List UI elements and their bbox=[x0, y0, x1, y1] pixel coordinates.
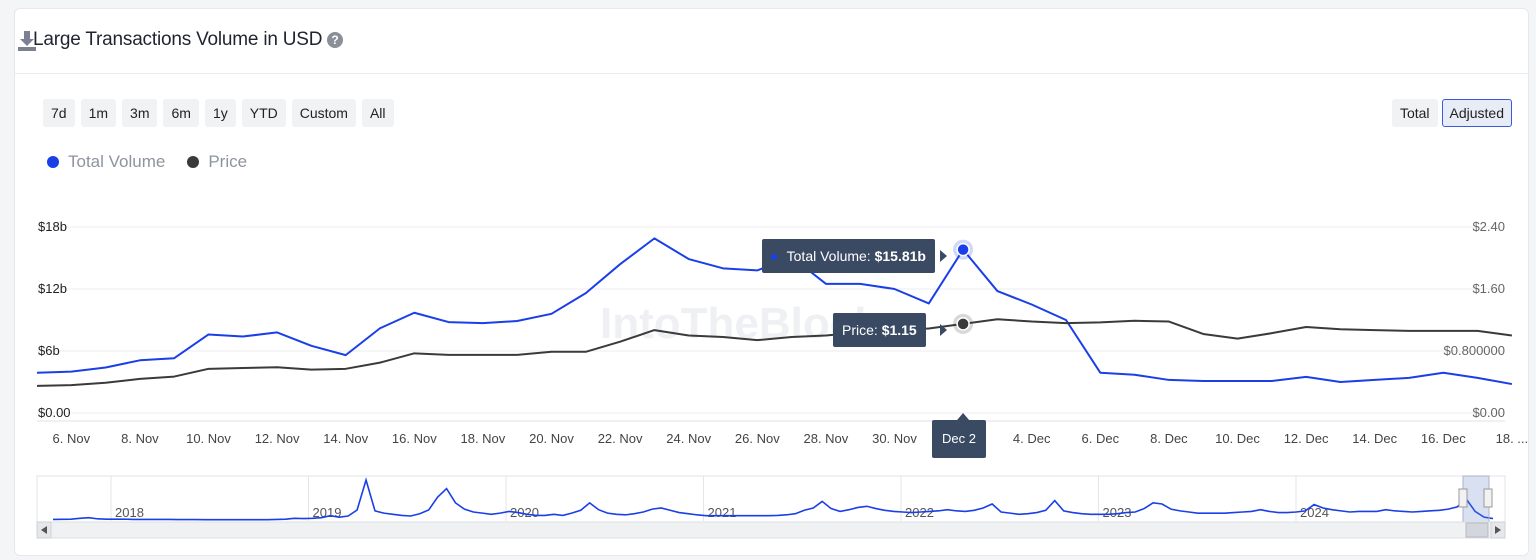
tooltip-price-value: $1.15 bbox=[881, 322, 917, 338]
x-axis-tick-label: 8. Dec bbox=[1150, 431, 1188, 446]
x-axis-tick-label: 12. Nov bbox=[255, 431, 300, 446]
volume-highlight-point bbox=[956, 242, 970, 257]
navigator-year-label: 2021 bbox=[708, 505, 737, 520]
left-axis-tick-label: $12b bbox=[38, 281, 67, 296]
tooltip-volume-arrow bbox=[940, 250, 947, 262]
x-axis-tick-label: 14. Dec bbox=[1352, 431, 1397, 446]
x-axis-tick-label: 24. Nov bbox=[666, 431, 711, 446]
legend-label-volume: Total Volume bbox=[68, 152, 166, 171]
x-tooltip-arrow bbox=[957, 413, 970, 420]
x-axis-tick-label: 4. Dec bbox=[1013, 431, 1051, 446]
card-header: Large Transactions Volume in USD ? bbox=[15, 9, 1528, 74]
navigator-handle-left bbox=[1458, 488, 1468, 508]
legend-label-price: Price bbox=[208, 152, 248, 171]
range-selector: 7d 1m 3m 6m 1y YTD Custom All bbox=[43, 99, 394, 127]
left-axis-tick-label: $0.00 bbox=[38, 405, 71, 420]
range-1y-button[interactable]: 1y bbox=[204, 99, 236, 127]
x-axis-tick-label: 26. Nov bbox=[735, 431, 780, 446]
x-axis-tick-label: 6. Dec bbox=[1082, 431, 1120, 446]
tooltip-price: Price: $1.15 bbox=[833, 313, 926, 347]
x-axis-tick-label: 30. Nov bbox=[872, 431, 917, 446]
adjusted-mode-button[interactable]: Adjusted bbox=[1441, 99, 1512, 127]
navigator-year-label: 2018 bbox=[115, 505, 144, 520]
left-axis-tick-label: $18b bbox=[38, 219, 67, 234]
legend-item-total-volume[interactable]: Total Volume bbox=[47, 152, 165, 172]
scroll-left-arrow-icon bbox=[41, 526, 47, 534]
range-1m-button[interactable]: 1m bbox=[80, 99, 117, 127]
right-axis-tick-label: $0.800000 bbox=[1444, 343, 1505, 358]
download-icon[interactable] bbox=[15, 29, 39, 53]
watermark-logo: IntoTheBlock bbox=[600, 299, 879, 348]
total-mode-button[interactable]: Total bbox=[1391, 99, 1438, 127]
tooltip-volume: Total Volume: $15.81b bbox=[762, 239, 935, 273]
x-axis-tick-label: 22. Nov bbox=[598, 431, 643, 446]
x-axis-tick-label: 12. Dec bbox=[1284, 431, 1329, 446]
left-axis-tick-label: $6b bbox=[38, 343, 60, 358]
navigator-year-label: 2024 bbox=[1300, 505, 1329, 520]
x-axis-tick-label: 10. Dec bbox=[1215, 431, 1260, 446]
navigator-year-label: 2023 bbox=[1103, 505, 1132, 520]
range-6m-button[interactable]: 6m bbox=[163, 99, 199, 127]
x-axis-tick-label: 16. Dec bbox=[1421, 431, 1466, 446]
x-axis-tick-label: 10. Nov bbox=[186, 431, 231, 446]
scroll-right-arrow-icon bbox=[1495, 526, 1501, 534]
price-highlight-point bbox=[956, 317, 970, 331]
x-axis-tick-label: 20. Nov bbox=[529, 431, 574, 446]
x-axis-tick-label: 14. Nov bbox=[323, 431, 368, 446]
volume-mode-toggle: Total Adjusted bbox=[1391, 99, 1512, 127]
navigator-series-line bbox=[52, 477, 1494, 521]
tooltip-x-label: Dec 2 bbox=[932, 420, 986, 458]
chart-legend: Total Volume Price bbox=[47, 152, 247, 172]
navigator-scrollbar-thumb bbox=[1465, 522, 1489, 538]
x-axis-tick-label: 18. ... bbox=[1496, 431, 1529, 446]
x-axis-tick-label: 16. Nov bbox=[392, 431, 437, 446]
tooltip-price-label: Price: bbox=[842, 322, 878, 338]
series-line-price bbox=[36, 318, 1513, 387]
chart-card: Large Transactions Volume in USD ? 7d 1m… bbox=[14, 8, 1529, 556]
right-axis-tick-label: $0.00 bbox=[1472, 405, 1505, 420]
tooltip-price-arrow bbox=[940, 324, 947, 336]
range-custom-button[interactable]: Custom bbox=[291, 99, 356, 127]
navigator-area bbox=[36, 475, 1506, 523]
legend-marker-price bbox=[187, 156, 200, 168]
right-axis-tick-label: $2.40 bbox=[1472, 219, 1505, 234]
navigator-scrollbar-track bbox=[36, 521, 1506, 539]
range-7d-button[interactable]: 7d bbox=[43, 99, 75, 127]
navigator-year-label: 2020 bbox=[510, 505, 539, 520]
navigator-handle-right bbox=[1483, 488, 1493, 508]
x-axis-tick-label: 28. Nov bbox=[803, 431, 848, 446]
tooltip-volume-label: Total Volume: bbox=[786, 248, 871, 264]
chart-title: Large Transactions Volume in USD bbox=[33, 29, 323, 50]
tooltip-volume-marker bbox=[771, 254, 777, 261]
range-3m-button[interactable]: 3m bbox=[122, 99, 158, 127]
range-all-button[interactable]: All bbox=[361, 99, 394, 127]
legend-item-price[interactable]: Price bbox=[187, 152, 247, 172]
x-axis-tick-label: 6. Nov bbox=[53, 431, 91, 446]
tooltip-volume-value: $15.81b bbox=[874, 248, 926, 264]
right-axis-tick-label: $1.60 bbox=[1472, 281, 1505, 296]
range-ytd-button[interactable]: YTD bbox=[241, 99, 286, 127]
help-icon[interactable]: ? bbox=[327, 32, 343, 48]
x-axis-tick-label: 8. Nov bbox=[121, 431, 159, 446]
x-axis-tick-label: 18. Nov bbox=[460, 431, 505, 446]
legend-marker-volume bbox=[47, 156, 59, 168]
